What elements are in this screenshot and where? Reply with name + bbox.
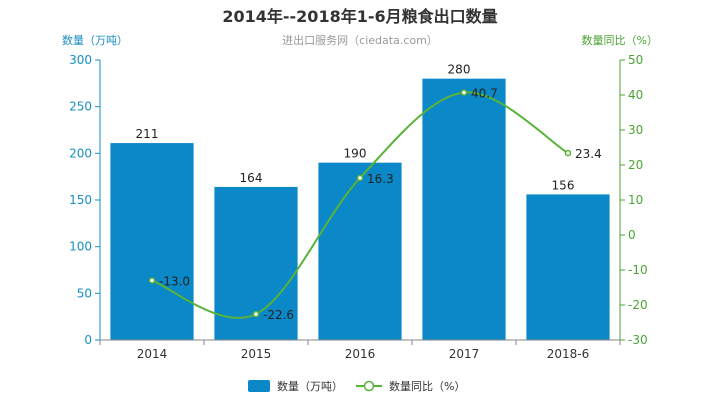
- bar-value-label: 190: [344, 147, 367, 161]
- left-axis-tick-label: 250: [69, 100, 92, 114]
- chart-title: 2014年--2018年1-6月粮食出口数量: [222, 7, 497, 26]
- right-axis-tick-label: 50: [628, 53, 643, 67]
- left-axis-tick-label: 100: [69, 240, 92, 254]
- left-axis-tick-label: 50: [77, 286, 92, 300]
- bar: [526, 194, 610, 340]
- right-axis-tick-label: 0: [628, 228, 636, 242]
- yoy-point: [460, 89, 468, 96]
- right-axis-tick-label: -30: [628, 333, 648, 347]
- left-axis-tick-label: 0: [84, 333, 92, 347]
- right-axis-label: 数量同比（%）: [582, 34, 658, 47]
- legend-line-marker: [363, 380, 375, 392]
- bar-value-label: 211: [136, 127, 159, 141]
- yoy-value-label: 23.4: [575, 147, 602, 161]
- bar-value-label: 280: [448, 63, 471, 77]
- x-axis-tick-label: 2018-6: [547, 347, 590, 361]
- left-axis-tick-label: 150: [69, 193, 92, 207]
- bar-value-label: 164: [240, 171, 263, 185]
- right-axis-tick-label: 30: [628, 123, 643, 137]
- yoy-point: [252, 310, 260, 318]
- bar: [422, 78, 506, 341]
- x-axis-tick-label: 2015: [241, 347, 272, 361]
- x-axis-tick-label: 2014: [137, 347, 168, 361]
- x-axis-tick-label: 2017: [449, 347, 480, 361]
- plot-area: 211164190280156050100150200250300-30-20-…: [69, 53, 648, 361]
- legend: 数量（万吨） 数量同比（%）: [248, 380, 465, 393]
- right-axis-tick-label: 10: [628, 193, 643, 207]
- yoy-point: [564, 149, 572, 157]
- yoy-point: [356, 174, 364, 182]
- yoy-value-label: -13.0: [159, 275, 190, 289]
- bar: [318, 162, 402, 340]
- yoy-value-label: 40.7: [471, 87, 498, 101]
- bar-value-label: 156: [552, 178, 575, 192]
- left-axis-tick-label: 300: [69, 53, 92, 67]
- yoy-value-label: 16.3: [367, 172, 394, 186]
- right-axis-tick-label: 20: [628, 158, 643, 172]
- bar: [110, 143, 194, 340]
- yoy-value-label: -22.6: [263, 308, 294, 322]
- right-axis-tick-label: -20: [628, 298, 648, 312]
- right-axis-tick-label: 40: [628, 88, 643, 102]
- yoy-point: [148, 277, 156, 284]
- left-axis-tick-label: 200: [69, 146, 92, 160]
- left-axis-label: 数量（万吨）: [62, 34, 128, 47]
- right-axis-tick-label: -10: [628, 263, 648, 277]
- chart-subtitle: 进出口服务网（ciedata.com）: [282, 33, 438, 47]
- x-axis-tick-label: 2016: [345, 347, 376, 361]
- legend-bar-label: 数量（万吨）: [277, 380, 343, 393]
- legend-bar-swatch: [248, 380, 270, 392]
- legend-line-label: 数量同比（%）: [389, 380, 465, 393]
